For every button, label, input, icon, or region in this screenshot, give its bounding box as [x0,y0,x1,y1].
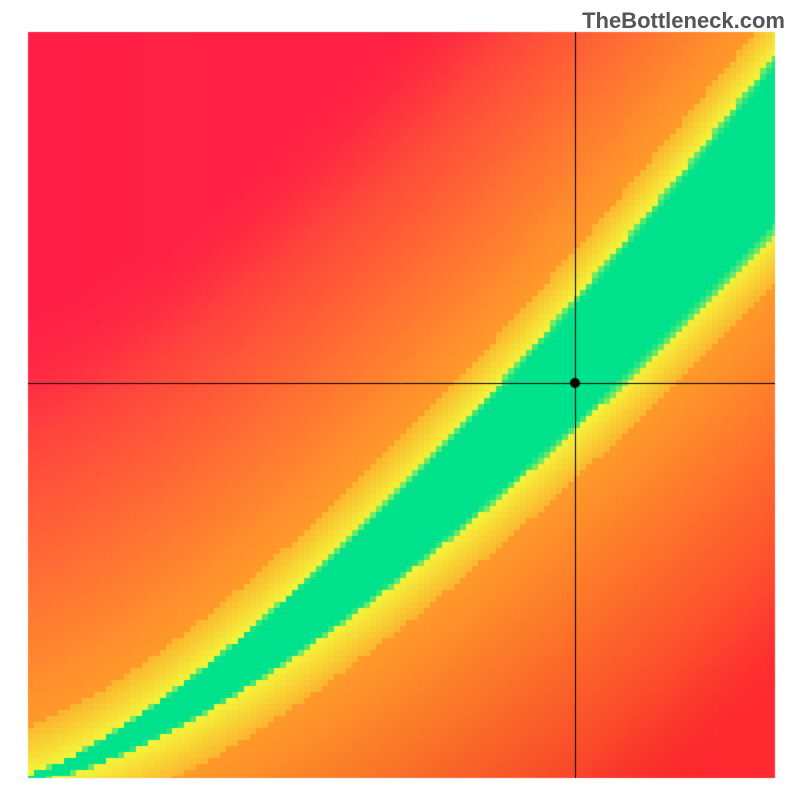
chart-container: TheBottleneck.com [0,0,800,800]
bottleneck-heatmap [0,0,800,800]
watermark-text: TheBottleneck.com [582,8,785,34]
